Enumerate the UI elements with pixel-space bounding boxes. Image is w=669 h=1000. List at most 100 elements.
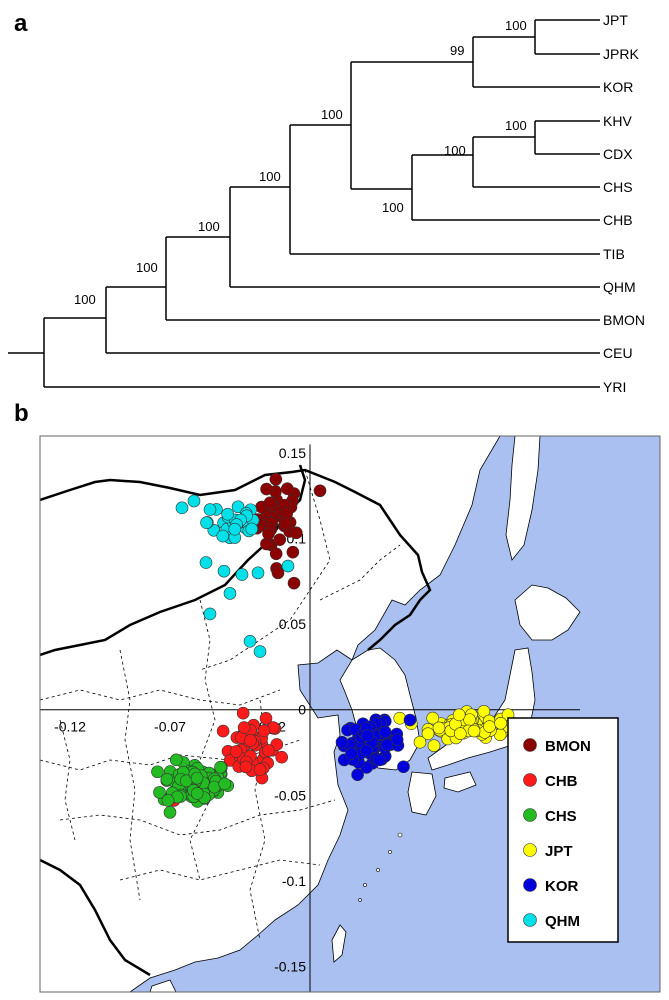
point-chs: [151, 765, 164, 779]
point-jpt: [454, 727, 467, 740]
point-chs: [214, 760, 227, 774]
point-kor: [345, 747, 358, 760]
legend-swatch-qhm: [523, 913, 537, 927]
point-kor: [351, 768, 364, 782]
point-jpt: [494, 716, 507, 730]
legend-box: [507, 717, 619, 943]
bootstrap-value: 100: [444, 143, 466, 158]
tip-label: TIB: [603, 246, 625, 262]
point-chb: [253, 763, 267, 776]
point-chb: [262, 744, 275, 757]
country-border: [40, 858, 151, 977]
point-bmon: [271, 566, 285, 580]
hainan-land: [149, 979, 177, 992]
legend-label-bmon: BMON: [545, 738, 591, 755]
y-tick-label: 0.15: [279, 445, 306, 461]
y-tick-label: -0.15: [274, 958, 306, 974]
y-tick-label: -0.1: [282, 873, 306, 889]
legend-label-jpt: JPT: [545, 843, 573, 860]
taiwan-land: [331, 924, 347, 963]
tip-label: QHM: [603, 279, 636, 295]
legend-label-qhm: QHM: [545, 913, 580, 930]
tip-label: CHB: [603, 212, 633, 228]
point-qhm: [231, 500, 245, 514]
point-qhm: [187, 494, 201, 508]
point-jpt: [421, 727, 435, 740]
point-bmon: [262, 527, 275, 541]
tip-label: KOR: [603, 79, 633, 95]
y-tick-label: 0.05: [279, 616, 306, 632]
tip-label: CHS: [603, 179, 633, 195]
tip-label: JPRK: [603, 46, 639, 62]
point-chs: [169, 753, 183, 767]
point-kor: [335, 735, 349, 749]
point-bmon: [313, 484, 327, 498]
point-qhm: [203, 503, 217, 516]
point-qhm: [216, 529, 230, 543]
point-qhm: [217, 564, 231, 578]
shikoku-land: [443, 771, 477, 793]
tip-label: CEU: [603, 345, 633, 361]
legend-swatch-chs: [523, 808, 537, 822]
tip-label: BMON: [603, 312, 645, 328]
bootstrap-value: 100: [136, 260, 158, 275]
sakhalin-land: [505, 436, 541, 561]
legend-label-chb: CHB: [545, 773, 578, 790]
y-tick-label: 0: [298, 702, 306, 718]
point-jpt: [413, 735, 427, 749]
point-kor: [361, 729, 374, 742]
point-chb: [257, 724, 271, 738]
point-kor: [390, 733, 404, 747]
y-tick-label: -0.05: [274, 787, 306, 803]
point-kor: [403, 713, 417, 727]
legend-swatch-chb: [523, 773, 537, 787]
point-kor: [380, 738, 394, 752]
point-qhm: [245, 522, 259, 536]
point-bmon: [260, 482, 273, 496]
point-bmon: [269, 472, 283, 486]
point-kor: [378, 725, 392, 739]
point-bmon: [286, 545, 300, 559]
bootstrap-value: 100: [321, 107, 343, 122]
panel-b-label: b: [14, 400, 29, 427]
bootstrap-value: 100: [382, 200, 404, 215]
legend-label-kor: KOR: [545, 878, 579, 895]
point-chs: [163, 806, 177, 819]
point-chb: [236, 706, 250, 720]
bootstrap-value: 100: [198, 219, 220, 234]
point-chs: [160, 772, 174, 786]
point-qhm: [281, 559, 295, 573]
country-border: [40, 468, 432, 651]
legend-swatch-jpt: [523, 843, 537, 857]
point-qhm: [203, 607, 217, 621]
point-chb: [229, 745, 243, 758]
legend-swatch-kor: [523, 878, 537, 892]
point-chs: [190, 771, 204, 785]
point-qhm: [253, 645, 267, 658]
point-jpt: [427, 739, 441, 752]
ryukyu-islands: [358, 832, 403, 902]
tip-label: CDX: [603, 146, 633, 162]
point-qhm: [221, 507, 234, 521]
point-chb: [275, 750, 288, 764]
point-bmon: [279, 517, 293, 530]
kyushu-land: [407, 771, 437, 816]
legend-swatch-bmon: [523, 738, 537, 752]
point-jpt: [477, 704, 491, 718]
point-bmon: [281, 482, 294, 496]
point-bmon: [269, 547, 283, 561]
point-qhm: [243, 634, 257, 648]
legend-label-chs: CHS: [545, 808, 577, 825]
point-chs: [161, 794, 175, 807]
point-kor: [359, 744, 373, 757]
point-qhm: [199, 556, 213, 569]
point-chs: [190, 787, 204, 800]
bootstrap-value: 100: [505, 18, 527, 33]
point-qhm: [175, 501, 189, 515]
point-jpt: [467, 724, 481, 738]
bootstrap-value: 100: [74, 292, 96, 307]
point-qhm: [251, 566, 265, 580]
point-qhm: [235, 568, 249, 581]
bootstrap-value: 99: [450, 43, 464, 58]
